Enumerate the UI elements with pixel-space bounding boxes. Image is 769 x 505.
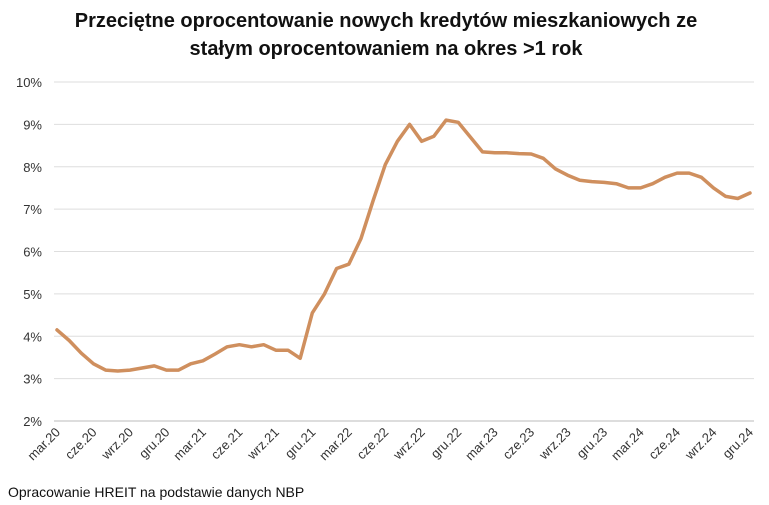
y-tick-label: 6% — [23, 245, 42, 260]
x-tick-label: cze.23 — [500, 425, 538, 463]
y-tick-label: 9% — [23, 117, 42, 132]
x-tick-label: cze.21 — [208, 425, 246, 463]
x-tick-label: gru.22 — [428, 425, 465, 462]
data-line — [55, 118, 752, 373]
y-tick-label: 4% — [23, 329, 42, 344]
x-tick-label: gru.24 — [719, 425, 756, 462]
y-tick-label: 2% — [23, 414, 42, 429]
source-note: Opracowanie HREIT na podstawie danych NB… — [8, 484, 304, 500]
y-tick-label: 7% — [23, 202, 42, 217]
chart-title: Przeciętne oprocentowanie nowych kredytó… — [75, 10, 697, 32]
y-tick-label: 8% — [23, 160, 42, 175]
y-tick-label: 5% — [23, 287, 42, 302]
x-tick-label: cze.24 — [645, 425, 683, 463]
x-tick-label: wrz.24 — [681, 425, 719, 463]
y-tick-label: 3% — [23, 372, 42, 387]
y-tick-label: 10% — [16, 75, 42, 90]
x-tick-label: gru.21 — [282, 425, 319, 462]
x-tick-label: cze.22 — [354, 425, 392, 463]
x-tick-label: mar.21 — [170, 425, 209, 464]
x-tick-label: mar.22 — [316, 425, 355, 464]
x-tick-label: wrz.23 — [535, 425, 573, 463]
x-tick-label: cze.20 — [62, 425, 100, 463]
x-tick-label: wrz.20 — [98, 425, 136, 463]
x-tick-label: gru.23 — [574, 425, 611, 462]
chart-title: stałym oprocentowaniem na okres >1 rok — [190, 38, 584, 60]
x-tick-label: mar.20 — [24, 425, 63, 464]
x-tick-label: mar.24 — [608, 425, 647, 464]
x-tick-label: wrz.22 — [389, 425, 427, 463]
x-tick-label: gru.20 — [136, 425, 173, 462]
x-tick-label: mar.23 — [462, 425, 501, 464]
x-tick-label: wrz.21 — [244, 425, 282, 463]
